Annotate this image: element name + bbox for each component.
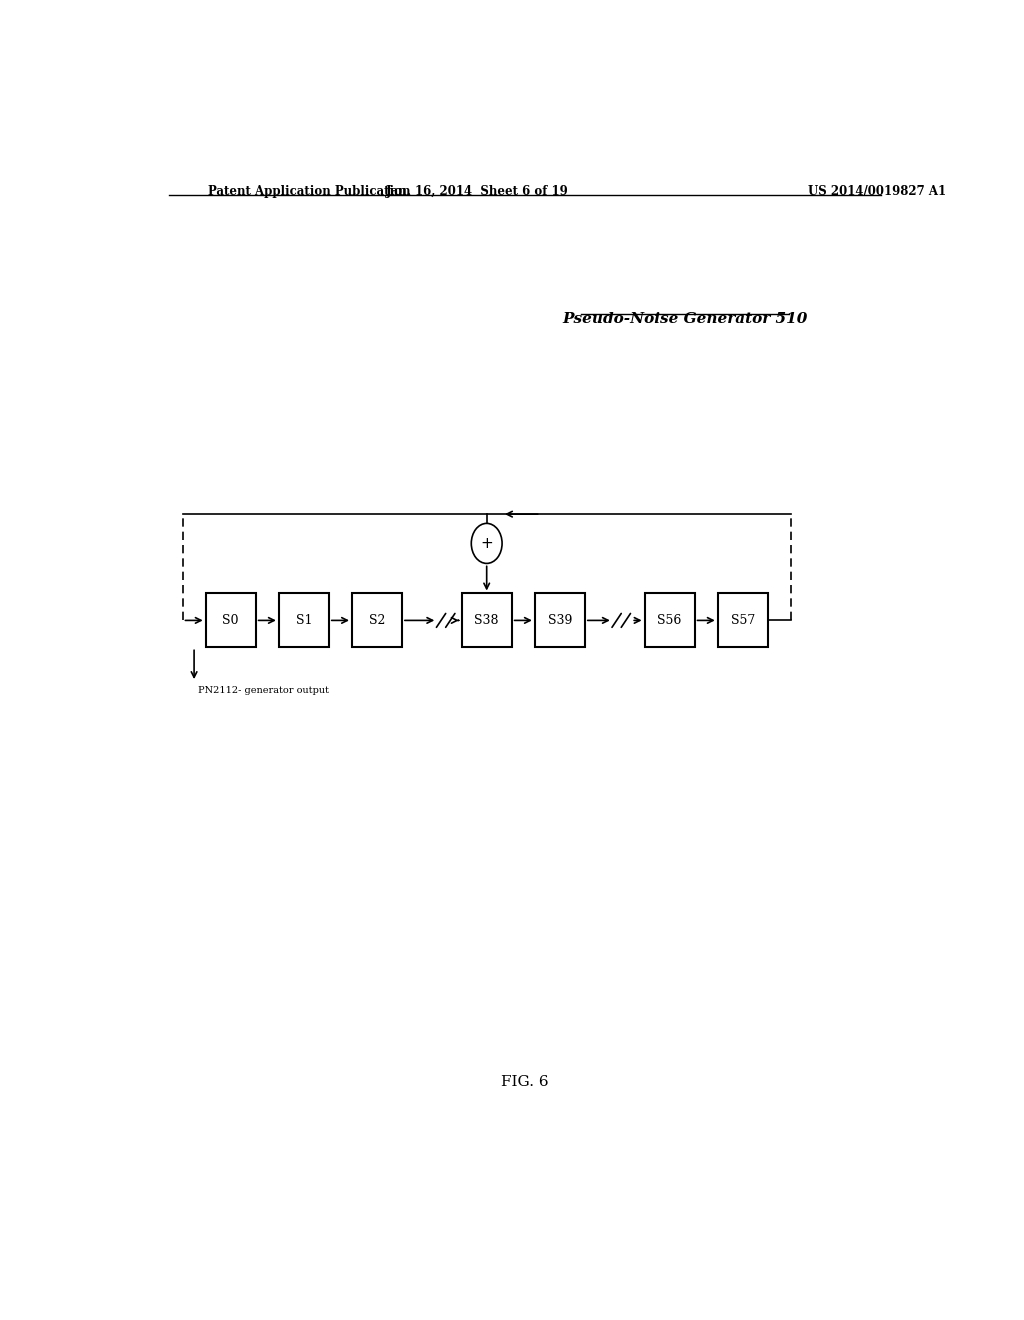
Ellipse shape bbox=[471, 524, 502, 564]
Text: Pseudo-Noise Generator 510: Pseudo-Noise Generator 510 bbox=[562, 313, 808, 326]
Text: S38: S38 bbox=[474, 614, 499, 627]
Text: S2: S2 bbox=[369, 614, 385, 627]
Text: Patent Application Publication: Patent Application Publication bbox=[208, 185, 410, 198]
Text: S57: S57 bbox=[730, 614, 755, 627]
Text: S39: S39 bbox=[548, 614, 572, 627]
Text: +: + bbox=[480, 536, 494, 550]
Bar bbox=[535, 594, 585, 647]
Bar bbox=[462, 594, 512, 647]
Text: Jan. 16, 2014  Sheet 6 of 19: Jan. 16, 2014 Sheet 6 of 19 bbox=[386, 185, 568, 198]
Bar bbox=[279, 594, 329, 647]
Text: PN2112- generator output: PN2112- generator output bbox=[198, 686, 329, 694]
Bar bbox=[206, 594, 256, 647]
Bar bbox=[718, 594, 768, 647]
Bar bbox=[644, 594, 694, 647]
Text: US 2014/0019827 A1: US 2014/0019827 A1 bbox=[808, 185, 946, 198]
Text: S1: S1 bbox=[296, 614, 312, 627]
Text: S0: S0 bbox=[222, 614, 239, 627]
Text: FIG. 6: FIG. 6 bbox=[501, 1076, 549, 1089]
Bar bbox=[352, 594, 402, 647]
Text: S56: S56 bbox=[657, 614, 682, 627]
